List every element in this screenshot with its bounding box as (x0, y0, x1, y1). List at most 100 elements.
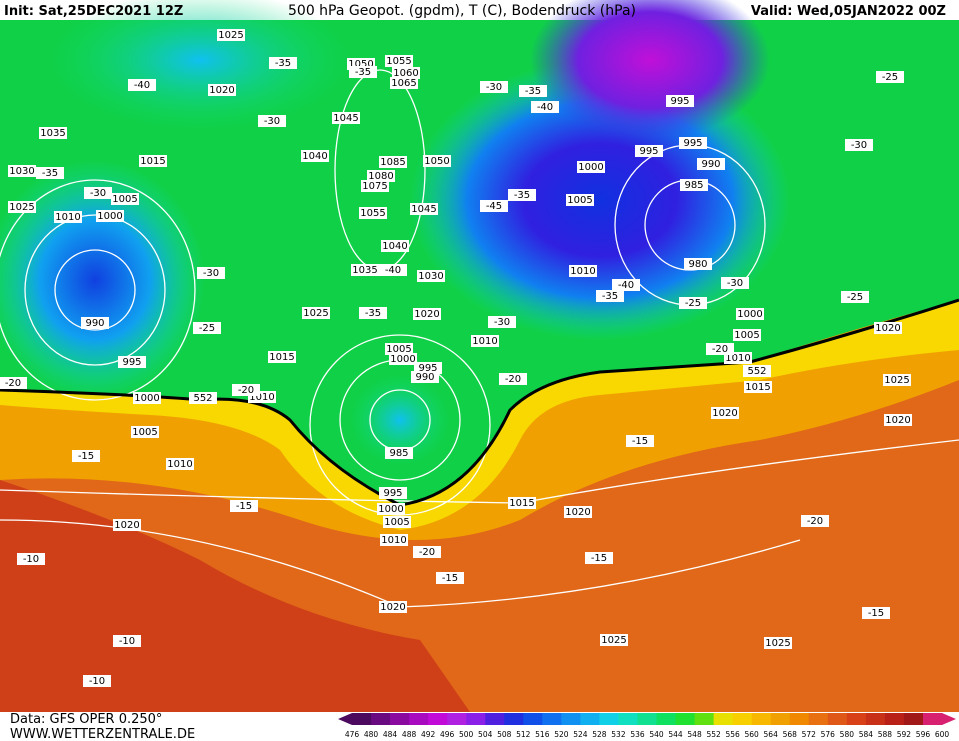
colorbar-box (352, 713, 372, 725)
colorbar-label: 556 (725, 730, 740, 739)
contour-label: -35 (349, 66, 377, 78)
label-box (626, 435, 654, 447)
labels: 1025 1020 1035 1015 1030 1025 1005 1010 1000 990 9… (0, 29, 912, 687)
temperature-label: -15 (632, 436, 648, 447)
temperature-label: -20 (712, 344, 728, 355)
temperature-label: -45 (486, 201, 502, 212)
label-box (166, 458, 194, 470)
colorbar-label: 592 (897, 730, 912, 739)
colorbar-box (846, 713, 867, 725)
isobar-label: 1020 (114, 520, 139, 531)
colorbar-box (371, 713, 391, 725)
contour-label: 1025 (883, 374, 911, 386)
label-box (208, 84, 236, 96)
contour-label: 1000 (96, 210, 124, 222)
contour-label: 1085 (379, 156, 407, 168)
label-box (471, 335, 499, 347)
contour-label: -40 (128, 79, 156, 91)
contour-label: -20 (413, 546, 441, 558)
isobar-label: 1010 (472, 336, 497, 347)
colorbar-box (808, 713, 829, 725)
contour-label: -35 (508, 189, 536, 201)
height-label: 552 (193, 393, 212, 404)
label-box (361, 180, 389, 192)
isobar-label: 1000 (134, 393, 159, 404)
label-box (410, 203, 438, 215)
label-box (862, 607, 890, 619)
colorbar-label: 544 (668, 730, 683, 739)
contour-label: 1020 (379, 601, 407, 613)
map-title: 500 hPa Geopot. (gpdm), T (C), Bodendruc… (288, 3, 636, 19)
colorbar-label: 588 (878, 730, 893, 739)
contour-label: -40 (531, 101, 559, 113)
colorbar-label: 504 (478, 730, 493, 739)
colorbar-box (580, 713, 600, 725)
isobar-label: 1060 (393, 68, 418, 79)
contour-label: -35 (36, 167, 64, 179)
contour-label: 1030 (417, 270, 445, 282)
colorbar-box (789, 713, 810, 725)
isobar-label: 1020 (885, 415, 910, 426)
contour-label: 990 (81, 317, 109, 329)
isobar-label: 1005 (112, 194, 137, 205)
contour-label: 1000 (133, 392, 161, 404)
label-box (131, 426, 159, 438)
data-source: Data: GFS OPER 0.250° (10, 712, 162, 727)
label-box (8, 201, 36, 213)
label-box (480, 81, 508, 93)
label-box (269, 57, 297, 69)
contour-label: 1005 (111, 193, 139, 205)
colorbar-label: 568 (783, 730, 798, 739)
colorbar-label: 584 (859, 730, 874, 739)
contour-label: -20 (499, 373, 527, 385)
label-box (413, 308, 441, 320)
contour-label: 1020 (208, 84, 236, 96)
label-box (577, 161, 605, 173)
isobar-label: 1025 (765, 638, 790, 649)
cold-north (50, 0, 350, 130)
temperature-label: -20 (5, 378, 21, 389)
label-box (392, 67, 420, 79)
temperature-label: -15 (442, 573, 458, 584)
colorbar-box (428, 713, 448, 725)
contour-label: 1020 (711, 407, 739, 419)
contour-label: -30 (84, 187, 112, 199)
temperature-label: -35 (355, 67, 371, 78)
contour-label: -25 (841, 291, 869, 303)
contour-label: 1010 (471, 335, 499, 347)
contour-label: -15 (436, 572, 464, 584)
label-box (217, 29, 245, 41)
isobar-label: 1015 (745, 382, 770, 393)
contour-label: -40 (612, 279, 640, 291)
colorbar-box (922, 713, 943, 725)
contour-label: 985 (680, 179, 708, 191)
isobar-label: 1010 (570, 266, 595, 277)
isobar-label: 1020 (414, 309, 439, 320)
contour-label: -30 (721, 277, 749, 289)
contour-label: 995 (635, 145, 663, 157)
contour-label: 1015 (139, 155, 167, 167)
temperature-label: -10 (89, 676, 105, 687)
temperature-label: -30 (486, 82, 502, 93)
isobar-label: 1035 (352, 265, 377, 276)
label-box (569, 265, 597, 277)
colorbar-label: 484 (383, 730, 398, 739)
isobar-label: 1025 (218, 30, 243, 41)
label-box (39, 127, 67, 139)
label-box (508, 189, 536, 201)
contour-label: 1015 (744, 381, 772, 393)
label-box (0, 377, 27, 389)
label-box (744, 381, 772, 393)
contour-label: 1045 (410, 203, 438, 215)
contour-label: -20 (0, 377, 27, 389)
label-box (585, 552, 613, 564)
label-box (679, 297, 707, 309)
contour-label: -10 (83, 675, 111, 687)
isobar-label: 1010 (725, 353, 750, 364)
isobar-label: 1080 (368, 171, 393, 182)
colorbar-label: 516 (535, 730, 550, 739)
isobar-label: 980 (688, 259, 707, 270)
isobar-label: 1000 (578, 162, 603, 173)
isobar-label: 1005 (734, 330, 759, 341)
contour-label: 1010 (166, 458, 194, 470)
